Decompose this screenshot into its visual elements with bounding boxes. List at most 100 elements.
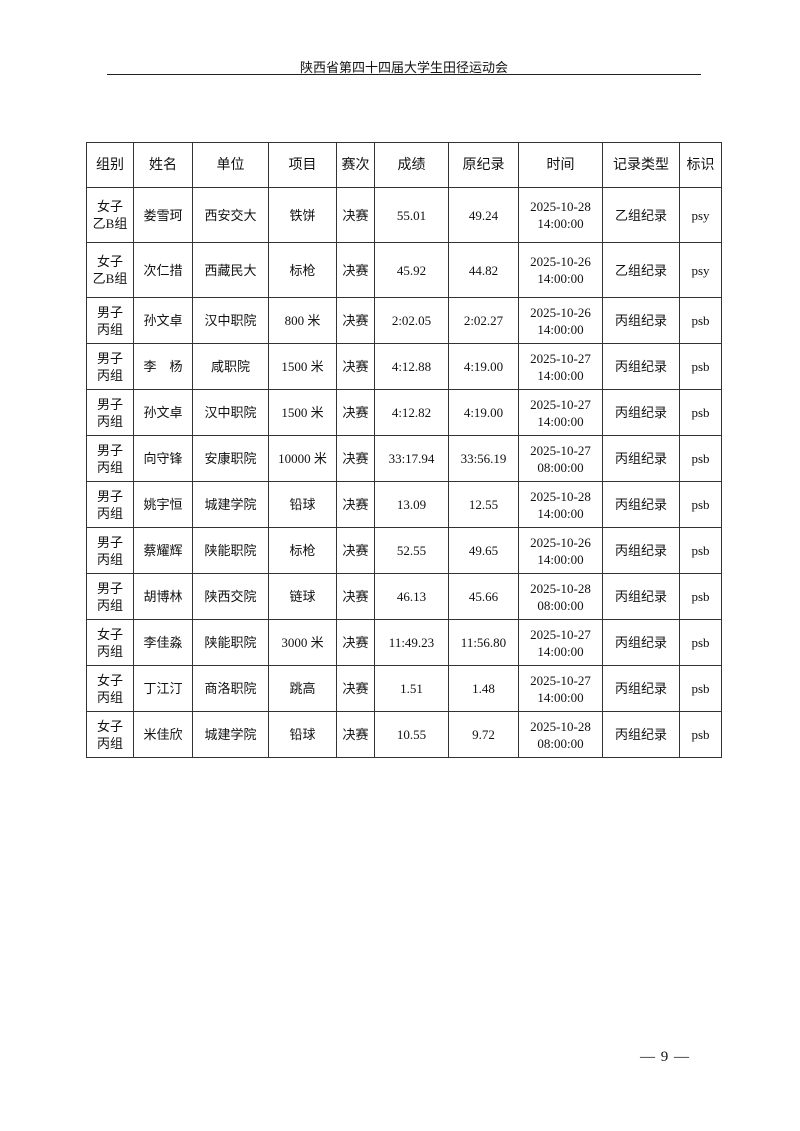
table-row: 女子乙B组 次仁措 西藏民大 标枪 决赛 45.92 44.82 2025-10-26 14:0… — [86, 242, 722, 298]
cell-unit: 安康职院 — [192, 435, 269, 482]
cell-group: 女子丙组 — [86, 619, 134, 666]
table-row: 男子丙组 孙文卓 汉中职院 800 米决赛 2:02.05 2:02.27 2025-10-… — [86, 297, 722, 344]
cell-name: 米佳欣 — [133, 711, 193, 758]
cell-old-record: 49.24 — [448, 187, 519, 243]
column-header: 姓名 — [133, 142, 193, 188]
column-header: 时间 — [518, 142, 603, 188]
cell-mark: psb — [679, 527, 722, 574]
cell-old-record: 44.82 — [448, 242, 519, 298]
cell-old-record: 4:19.00 — [448, 389, 519, 436]
cell-mark: psy — [679, 187, 722, 243]
cell-mark: psb — [679, 573, 722, 620]
table-row: 男子丙组 孙文卓 汉中职院 1500 米决赛 4:12.82 4:19.00 2025-10… — [86, 389, 722, 436]
column-header: 记录类型 — [602, 142, 680, 188]
column-header: 赛次 — [336, 142, 375, 188]
cell-record-type: 丙组纪录 — [602, 665, 680, 712]
cell-record-type: 乙组纪录 — [602, 242, 680, 298]
cell-mark: psb — [679, 343, 722, 390]
cell-record-type: 丙组纪录 — [602, 481, 680, 528]
table-row: 男子丙组 向守锋 安康职院 10000 米决赛 33:17.94 33:56.19 2025… — [86, 435, 722, 482]
cell-record-type: 丙组纪录 — [602, 527, 680, 574]
cell-unit: 西安交大 — [192, 187, 269, 243]
cell-result: 4:12.88 — [374, 343, 449, 390]
cell-unit: 陕能职院 — [192, 619, 269, 666]
cell-round: 决赛 — [336, 435, 375, 482]
cell-group: 女子丙组 — [86, 711, 134, 758]
page-number: — 9 — — [640, 1049, 690, 1065]
cell-time-text: 14:00:00 — [537, 689, 584, 705]
cell-round: 决赛 — [336, 297, 375, 344]
cell-old-record: 11:56.80 — [448, 619, 519, 666]
cell-time: 2025-10-27 14:00:00 — [518, 389, 603, 436]
cell-time: 2025-10-26 14:00:00 — [518, 242, 603, 298]
cell-date-text: 2025-10-27 — [530, 442, 591, 458]
cell-group: 男子丙组 — [86, 435, 134, 482]
column-header: 成绩 — [374, 142, 449, 188]
cell-time-text: 14:00:00 — [537, 505, 584, 521]
cell-name: 次仁措 — [133, 242, 193, 298]
running-header: 陕西省第四十四届大学生田径运动会 — [299, 60, 508, 75]
cell-round: 决赛 — [336, 481, 375, 528]
cell-result: 52.55 — [374, 527, 449, 574]
cell-round: 决赛 — [336, 711, 375, 758]
cell-event: 铁饼 — [268, 187, 337, 243]
cell-result: 55.01 — [374, 187, 449, 243]
cell-group: 女子丙组 — [86, 665, 134, 712]
cell-time-text: 14:00:00 — [537, 413, 584, 429]
cell-event: 链球 — [268, 573, 337, 620]
cell-date-text: 2025-10-26 — [530, 534, 591, 550]
cell-group: 女子乙B组 — [86, 187, 134, 243]
cell-old-record: 49.65 — [448, 527, 519, 574]
cell-result: 45.92 — [374, 242, 449, 298]
cell-time: 2025-10-28 14:00:00 — [518, 187, 603, 243]
cell-result: 46.13 — [374, 573, 449, 620]
cell-unit: 汉中职院 — [192, 389, 269, 436]
cell-date-text: 2025-10-27 — [530, 672, 591, 688]
cell-date-text: 2025-10-28 — [530, 718, 591, 734]
cell-date-text: 2025-10-28 — [530, 580, 591, 596]
cell-old-record: 45.66 — [448, 573, 519, 620]
cell-record-type: 丙组纪录 — [602, 619, 680, 666]
table-header-row: 组别 姓名 单位 项目 赛次 成绩 原纪录 时间 记录类型 标识 — [86, 142, 722, 188]
cell-group: 男子丙组 — [86, 343, 134, 390]
cell-mark: psb — [679, 435, 722, 482]
cell-date-text: 2025-10-27 — [530, 350, 591, 366]
cell-event: 3000 米 — [268, 619, 337, 666]
cell-record-type: 丙组纪录 — [602, 435, 680, 482]
cell-round: 决赛 — [336, 527, 375, 574]
cell-event: 铅球 — [268, 481, 337, 528]
cell-record-type: 丙组纪录 — [602, 573, 680, 620]
cell-time-text: 14:00:00 — [537, 321, 584, 337]
cell-unit: 城建学院 — [192, 481, 269, 528]
cell-round: 决赛 — [336, 343, 375, 390]
table-row: 男子丙组 胡博林 陕西交院 链球 决赛 46.13 45.66 2025-10-28 08:00… — [86, 573, 722, 620]
cell-round: 决赛 — [336, 665, 375, 712]
cell-name: 丁江汀 — [133, 665, 193, 712]
table-row: 男子丙组 蔡耀辉 陕能职院 标枪 决赛 52.55 49.65 2025-10-26 14:00… — [86, 527, 722, 574]
cell-name: 李佳淼 — [133, 619, 193, 666]
cell-unit: 咸职院 — [192, 343, 269, 390]
cell-unit: 陕能职院 — [192, 527, 269, 574]
cell-old-record: 33:56.19 — [448, 435, 519, 482]
cell-time-text: 14:00:00 — [537, 216, 584, 231]
cell-time-text: 14:00:00 — [537, 367, 584, 383]
cell-time: 2025-10-27 14:00:00 — [518, 665, 603, 712]
records-table: 组别 姓名 单位 项目 赛次 成绩 原纪录 时间 记录类型 标识 女子乙B组 娄雪珂 西安交大 铁饼 决赛… — [86, 142, 722, 758]
cell-record-type: 丙组纪录 — [602, 343, 680, 390]
cell-event: 1500 米 — [268, 343, 337, 390]
cell-name: 孙文卓 — [133, 389, 193, 436]
cell-mark: psb — [679, 389, 722, 436]
cell-result: 33:17.94 — [374, 435, 449, 482]
cell-mark: psy — [679, 242, 722, 298]
cell-date-text: 2025-10-27 — [530, 626, 591, 642]
cell-old-record: 4:19.00 — [448, 343, 519, 390]
cell-group: 男子丙组 — [86, 297, 134, 344]
cell-unit: 汉中职院 — [192, 297, 269, 344]
cell-round: 决赛 — [336, 389, 375, 436]
cell-mark: psb — [679, 297, 722, 344]
cell-mark: psb — [679, 619, 722, 666]
cell-event: 标枪 — [268, 242, 337, 298]
cell-time-text: 14:00:00 — [537, 551, 584, 567]
cell-date-text: 2025-10-28 — [530, 199, 591, 214]
cell-group: 男子丙组 — [86, 481, 134, 528]
